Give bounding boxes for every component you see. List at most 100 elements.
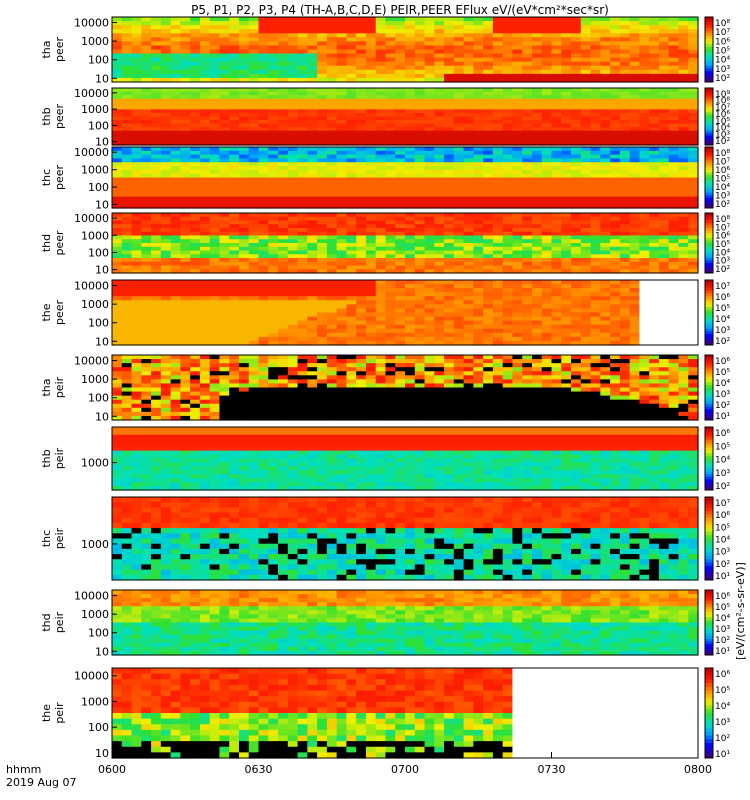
spectrogram-cell <box>229 292 240 297</box>
spectrogram-cell <box>629 216 640 222</box>
spectrogram-cell <box>151 296 162 301</box>
spectrogram-cell <box>463 61 474 67</box>
spectrogram-cell <box>649 296 660 301</box>
spectrogram-cell <box>463 69 474 75</box>
spectrogram-cell <box>238 162 250 167</box>
spectrogram-cell <box>463 130 474 135</box>
spectrogram-cell <box>541 169 553 175</box>
spectrogram-cell <box>629 95 640 100</box>
spectrogram-cell <box>199 77 211 83</box>
spectrogram-cell <box>405 231 416 237</box>
spectrogram-cell <box>268 109 279 114</box>
spectrogram-cell <box>619 57 631 63</box>
spectrogram-cell <box>307 169 318 175</box>
spectrogram-cell <box>268 102 279 107</box>
spectrogram-cell <box>268 261 279 267</box>
spectrogram-cell <box>248 265 260 270</box>
spectrogram-cell <box>688 123 699 128</box>
spectrogram-cell <box>414 308 426 314</box>
spectrogram-cell <box>551 239 562 244</box>
spectrogram-cell <box>141 141 152 146</box>
spectrogram-cell <box>502 324 514 330</box>
spectrogram-cell <box>258 166 269 171</box>
spectrogram-cell <box>238 340 250 346</box>
spectrogram-cell <box>346 213 357 218</box>
spectrogram-cell <box>688 98 699 103</box>
spectrogram-cell <box>121 69 133 75</box>
spectrogram-cell <box>297 45 308 51</box>
spectrogram-cell <box>180 162 191 167</box>
spectrogram-cell <box>649 213 660 218</box>
spectrogram-cell <box>619 280 631 285</box>
spectrogram-cell <box>580 336 592 342</box>
spectrogram-cell <box>219 137 230 143</box>
spectrogram-cell <box>405 37 416 42</box>
spectrogram-cell <box>209 173 221 179</box>
spectrogram-cell <box>522 98 533 103</box>
spectrogram-cell <box>639 158 650 163</box>
spectrogram-cell <box>346 150 357 156</box>
spectrogram-cell <box>346 98 357 103</box>
spectrogram-cell <box>180 127 191 132</box>
spectrogram-cell <box>356 292 367 297</box>
spectrogram-cell <box>610 220 621 225</box>
spectrogram-cell <box>473 239 484 244</box>
spectrogram-cell <box>453 181 465 186</box>
spectrogram-cell <box>160 185 172 190</box>
spectrogram-cell <box>278 288 289 293</box>
spectrogram-cell <box>346 332 357 338</box>
spectrogram-cell <box>571 123 582 128</box>
spectrogram-cell <box>160 154 172 160</box>
colorbar-swatch <box>705 121 713 125</box>
spectrogram-cell <box>258 192 269 198</box>
spectrogram-cell <box>610 150 621 156</box>
spectrogram-cell <box>336 243 347 248</box>
spectrogram-cell <box>571 261 582 267</box>
spectrogram-cell <box>365 308 377 314</box>
spectrogram-cell <box>434 154 445 160</box>
spectrogram-cell <box>395 261 406 267</box>
spectrogram-cell <box>512 300 523 305</box>
spectrogram-cell <box>385 308 396 314</box>
spectrogram-cell <box>639 21 650 26</box>
spectrogram-cell <box>424 112 435 118</box>
spectrogram-cell <box>600 243 611 248</box>
spectrogram-cell <box>610 17 621 22</box>
spectrogram-cell <box>190 95 201 100</box>
spectrogram-cell <box>483 213 494 218</box>
spectrogram-cell <box>238 265 250 270</box>
spectrogram-cell <box>151 288 162 293</box>
spectrogram-cell <box>307 150 318 156</box>
spectrogram-cell <box>238 292 250 297</box>
spectrogram-cell <box>112 340 123 346</box>
spectrogram-cell <box>238 91 250 96</box>
spectrogram-cell <box>561 204 572 209</box>
spectrogram-cell <box>170 88 181 93</box>
spectrogram-cell <box>317 300 328 305</box>
spectrogram-cell <box>571 91 582 96</box>
spectrogram-cell <box>658 17 670 22</box>
spectrogram-cell <box>307 25 318 30</box>
spectrogram-cell <box>678 77 689 83</box>
spectrogram-cell <box>463 213 474 218</box>
spectrogram-cell <box>307 246 318 252</box>
spectrogram-cell <box>385 29 396 34</box>
spectrogram-cell <box>561 37 572 42</box>
spectrogram-cell <box>580 269 592 274</box>
spectrogram-cell <box>619 147 631 152</box>
spectrogram-cell <box>571 150 582 156</box>
spectrogram-cell <box>190 185 201 190</box>
spectrogram-cell <box>424 250 435 255</box>
spectrogram-cell <box>395 91 406 96</box>
spectrogram-cell <box>610 228 621 233</box>
spectrogram-cell <box>199 123 211 128</box>
colorbar-swatch <box>705 270 713 274</box>
spectrogram-cell <box>336 328 347 334</box>
spectrogram-cell <box>502 312 514 318</box>
spectrogram-cell <box>658 109 670 114</box>
spectrogram-cell <box>610 109 621 114</box>
spectrogram-cell <box>580 120 592 125</box>
spectrogram-cell <box>629 45 640 51</box>
spectrogram-cell <box>649 288 660 293</box>
spectrogram-cell <box>356 17 367 22</box>
